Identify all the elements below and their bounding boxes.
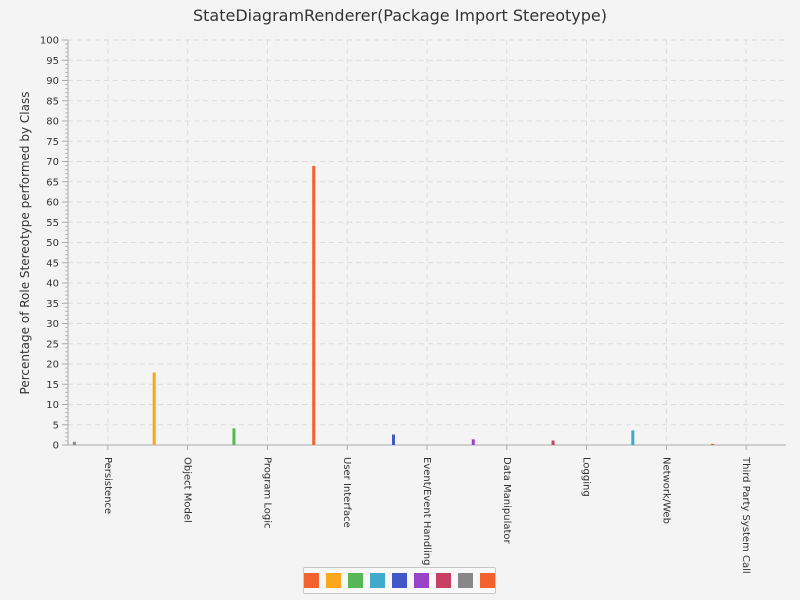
y-tick-label: 65 — [46, 177, 59, 188]
y-tick-label: 15 — [46, 380, 59, 391]
bar — [232, 428, 236, 445]
legend-swatch — [348, 573, 363, 588]
x-tick-label: Event/Event Handling — [421, 457, 432, 565]
y-tick-label: 50 — [46, 238, 59, 249]
legend-swatch — [458, 573, 473, 588]
bar — [711, 443, 715, 445]
x-tick-label: Data Manipulator — [501, 457, 512, 545]
legend-swatch — [392, 573, 407, 588]
y-tick-label: 70 — [46, 157, 59, 168]
x-tick-label: Network/Web — [660, 457, 671, 524]
bar — [551, 440, 555, 445]
axis-layer — [62, 39, 786, 450]
bar — [471, 439, 475, 445]
legend-swatch — [414, 573, 429, 588]
legend-swatch — [370, 573, 385, 588]
label-layer: 0 5 10 15 20 25 30 35 40 45 50 55 60 65 70 75 80 85 90 95 10… — [40, 36, 751, 574]
y-tick-label: 60 — [46, 198, 59, 209]
y-tick-label: 90 — [46, 76, 59, 87]
y-tick-label: 100 — [40, 36, 59, 47]
x-tick-label: Persistence — [102, 457, 113, 514]
y-tick-label: 25 — [46, 339, 59, 350]
grid-layer — [68, 39, 786, 445]
legend — [303, 567, 496, 594]
y-tick-label: 35 — [46, 299, 59, 310]
bar — [631, 430, 635, 445]
y-tick-label: 45 — [46, 258, 59, 269]
x-tick-label: Program Logic — [261, 457, 272, 529]
bar — [72, 441, 76, 445]
legend-swatch — [436, 573, 451, 588]
x-tick-label: Logging — [581, 457, 592, 497]
bar-layer — [72, 165, 715, 445]
y-tick-label: 75 — [46, 137, 59, 148]
y-tick-label: 95 — [46, 56, 59, 67]
legend-swatch — [326, 573, 341, 588]
y-tick-label: 85 — [46, 96, 59, 107]
x-tick-label: User Interface — [341, 457, 352, 528]
y-tick-label: 55 — [46, 218, 59, 229]
legend-swatch — [480, 573, 495, 588]
y-tick-label: 5 — [53, 420, 59, 431]
y-tick-label: 20 — [46, 360, 59, 371]
bar — [152, 372, 156, 445]
legend-swatch — [304, 573, 319, 588]
y-tick-label: 10 — [46, 400, 59, 411]
x-tick-label: Object Model — [182, 457, 193, 523]
bar — [392, 434, 395, 445]
chart-title: StateDiagramRenderer(Package Import Ster… — [192, 6, 608, 25]
y-tick-label: 80 — [46, 117, 59, 128]
x-tick-label: Third Party System Call — [740, 456, 751, 574]
y-tick-label: 0 — [53, 441, 59, 452]
y-tick-label: 40 — [46, 279, 59, 290]
y-tick-label: 30 — [46, 319, 59, 330]
bar — [312, 165, 316, 445]
